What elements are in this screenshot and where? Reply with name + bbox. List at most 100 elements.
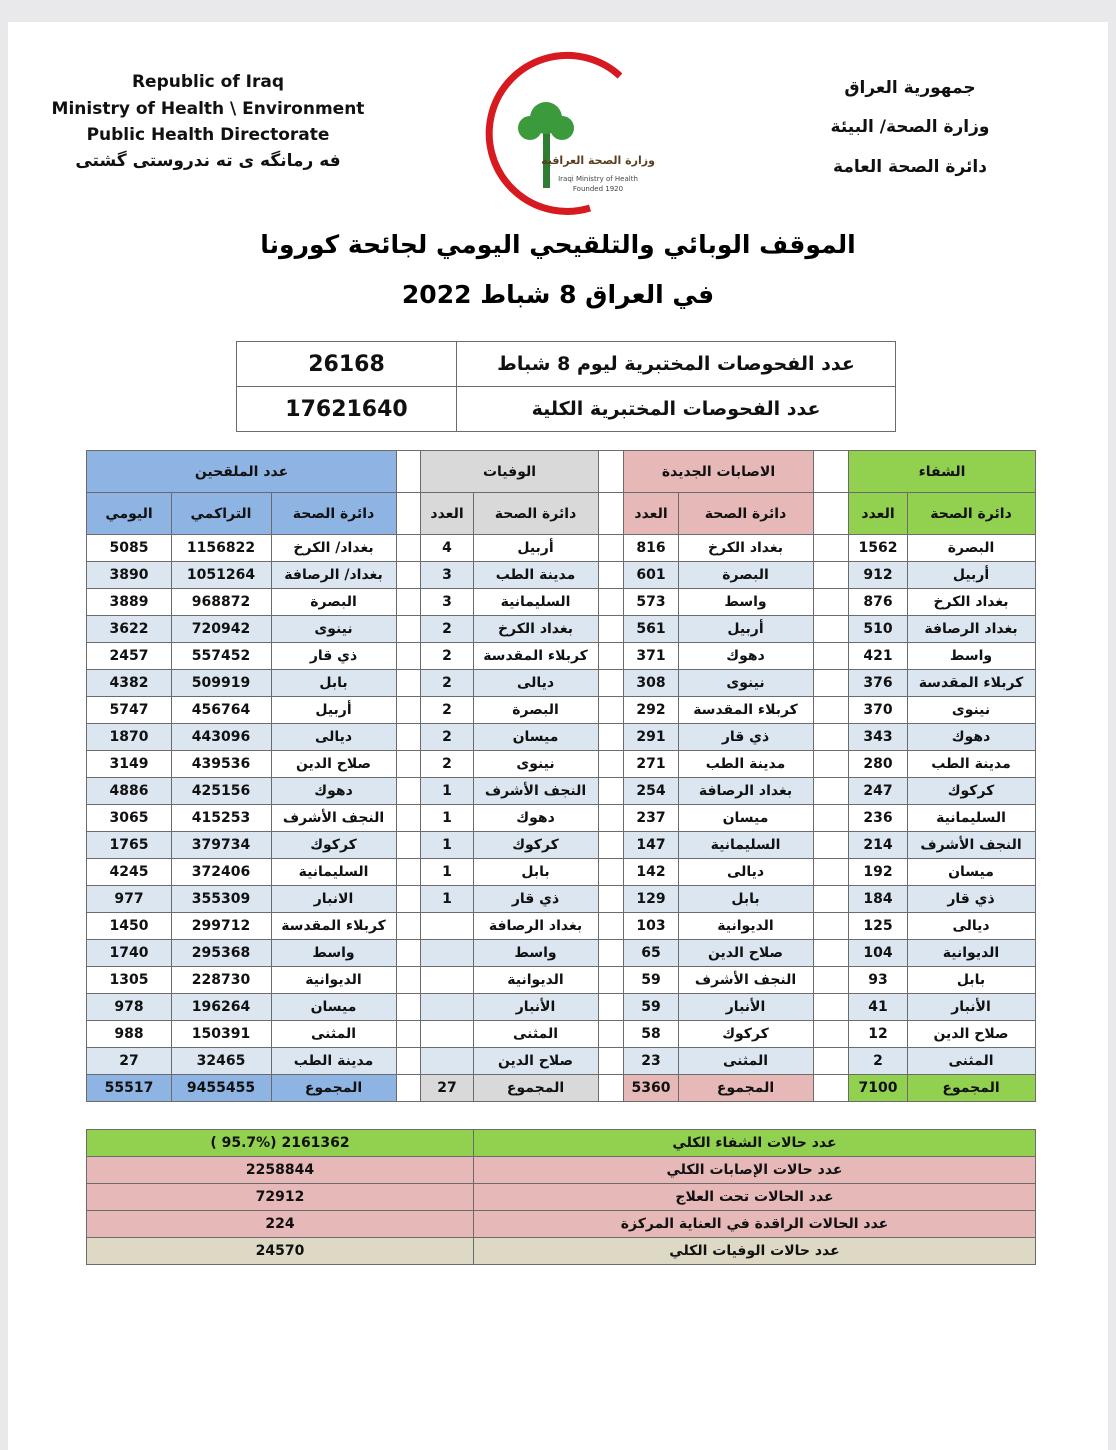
total-value: 27 xyxy=(420,1074,474,1102)
cell-number: 415253 xyxy=(170,804,272,832)
cell-name: بابل xyxy=(270,669,397,697)
cell-number: 214 xyxy=(848,831,908,859)
cell-number: 510 xyxy=(848,615,908,643)
gap-cell xyxy=(813,939,849,967)
gap-cell xyxy=(598,912,624,940)
cell-number: 2 xyxy=(420,750,474,778)
total-value: 7100 xyxy=(848,1074,908,1102)
cell-name: دهوك xyxy=(906,723,1036,751)
gap-cell xyxy=(598,642,624,670)
column-header: دائرة الصحة xyxy=(906,492,1036,535)
cell-name: واسط xyxy=(906,642,1036,670)
gap-cell xyxy=(813,831,849,859)
cell-number: 421 xyxy=(848,642,908,670)
cell-name: السليمانية xyxy=(472,588,599,616)
header-ar: وزارة الصحة/ البيئة xyxy=(830,117,990,137)
cell-name: السليمانية xyxy=(906,804,1036,832)
column-header: دائرة الصحة xyxy=(472,492,599,535)
cell-number: 1 xyxy=(420,858,474,886)
cell-number: 147 xyxy=(623,831,679,859)
cell-name: واسط xyxy=(677,588,814,616)
cell-number: 65 xyxy=(623,939,679,967)
logo-text: Iraqi Ministry of Health xyxy=(558,175,638,183)
cell-number: 2 xyxy=(420,615,474,643)
cell-number: 1 xyxy=(420,831,474,859)
cell-name: الديوانية xyxy=(270,966,397,994)
cell-number: 150391 xyxy=(170,1020,272,1048)
gap-cell xyxy=(598,885,624,913)
cell-name: بغداد الكرخ xyxy=(906,588,1036,616)
cell-number: 292 xyxy=(623,696,679,724)
cell-number: 299712 xyxy=(170,912,272,940)
cell-number: 142 xyxy=(623,858,679,886)
summary-label: عدد حالات الشفاء الكلي xyxy=(473,1129,1036,1157)
gap-cell xyxy=(598,561,624,589)
cell-name: أربيل xyxy=(906,561,1036,589)
gap-cell xyxy=(395,561,421,589)
cell-name: السليمانية xyxy=(270,858,397,886)
logo-trunk xyxy=(543,128,550,188)
cell-name: أربيل xyxy=(270,696,397,724)
cell-number: 12 xyxy=(848,1020,908,1048)
logo-crescent xyxy=(485,51,623,215)
cell-number: 1156822 xyxy=(170,534,272,562)
cell-number: 439536 xyxy=(170,750,272,778)
gap-cell xyxy=(598,804,624,832)
cell-name: الديوانية xyxy=(677,912,814,940)
cell-number: 2457 xyxy=(86,642,172,670)
total-value: 5360 xyxy=(623,1074,679,1102)
cell-name: كركوك xyxy=(472,831,599,859)
gap-cell xyxy=(598,669,624,697)
gap-cell xyxy=(813,1074,849,1102)
gap-cell xyxy=(598,1020,624,1048)
cell-name: البصرة xyxy=(906,534,1036,562)
cell-name: دهوك xyxy=(472,804,599,832)
gap-cell xyxy=(598,1047,624,1075)
cell-number: 308 xyxy=(623,669,679,697)
cell-name: النجف الأشرف xyxy=(270,804,397,832)
header-en: Republic of Iraq xyxy=(131,72,285,92)
cell-number: 1305 xyxy=(86,966,172,994)
cell-name: دهوك xyxy=(677,642,814,670)
gap-cell xyxy=(813,858,849,886)
cell-name: ديالى xyxy=(270,723,397,751)
logo-tree xyxy=(550,116,574,140)
cell-number: 192 xyxy=(848,858,908,886)
logo: وزارة الصحة العراقية Iraqi Ministry of H… xyxy=(485,51,655,215)
cell-name: الأنبار xyxy=(906,993,1036,1021)
cell-name: البصرة xyxy=(677,561,814,589)
cell-name: النجف الأشرف xyxy=(677,966,814,994)
gap-cell xyxy=(598,615,624,643)
cell-name: كربلاء المقدسة xyxy=(472,642,599,670)
cell-number: 236 xyxy=(848,804,908,832)
total-label: المجموع xyxy=(677,1074,814,1102)
cell-name: مدينة الطب xyxy=(270,1047,397,1075)
tests-label: عدد الفحوصات المختبرية ليوم 8 شباط xyxy=(456,341,896,387)
cell-number: 295368 xyxy=(170,939,272,967)
cell-name: كربلاء المقدسة xyxy=(270,912,397,940)
cell-name: دهوك xyxy=(270,777,397,805)
cell-name: كربلاء المقدسة xyxy=(677,696,814,724)
cell-name: ديالى xyxy=(677,858,814,886)
gap-cell xyxy=(598,777,624,805)
cell-number: 343 xyxy=(848,723,908,751)
tests-value: 17621640 xyxy=(236,386,457,432)
gap-cell xyxy=(813,1047,849,1075)
cell-number xyxy=(420,993,474,1021)
total-label: المجموع xyxy=(472,1074,599,1102)
cell-number: 59 xyxy=(623,966,679,994)
total-label: المجموع xyxy=(906,1074,1036,1102)
column-header: اليومي xyxy=(86,492,172,535)
cell-name: مدينة الطب xyxy=(677,750,814,778)
cell-name: ميسان xyxy=(472,723,599,751)
cell-name: المثنى xyxy=(472,1020,599,1048)
summary-value: 24570 xyxy=(86,1237,474,1265)
cell-number: 280 xyxy=(848,750,908,778)
gap-cell xyxy=(395,939,421,967)
cell-number xyxy=(420,912,474,940)
gap-cell xyxy=(813,561,849,589)
cell-name: الديوانية xyxy=(472,966,599,994)
cell-name: واسط xyxy=(472,939,599,967)
total-value: 9455455 xyxy=(170,1074,272,1102)
cell-number: 184 xyxy=(848,885,908,913)
